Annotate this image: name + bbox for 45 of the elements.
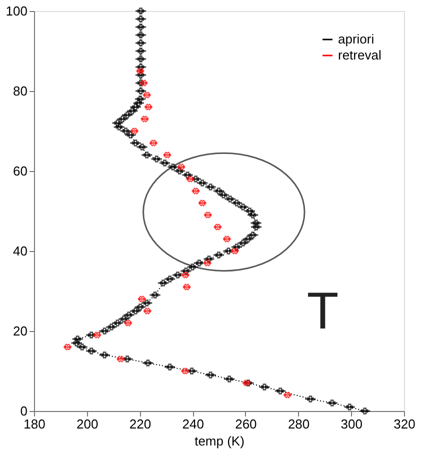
point [136, 68, 144, 74]
point [64, 344, 71, 350]
x-tick-label: 240 [182, 416, 204, 432]
y-tick-label: 20 [13, 324, 28, 338]
y-tick-label: 60 [13, 164, 28, 178]
x-tick-label: 260 [235, 416, 257, 432]
point [164, 152, 171, 158]
point [186, 176, 194, 182]
point [178, 164, 185, 170]
point [131, 128, 138, 134]
x-tick-label: 220 [129, 416, 152, 432]
point [141, 116, 148, 122]
legend-label: apriori [338, 32, 374, 46]
point [182, 272, 189, 278]
annotation: T [306, 282, 339, 340]
x-tick-label: 280 [288, 416, 310, 432]
point [232, 248, 238, 254]
point [199, 200, 206, 206]
x-axis-title: temp (K) [194, 434, 244, 448]
point [94, 332, 100, 338]
point [145, 104, 152, 110]
point [144, 92, 150, 98]
point [144, 308, 151, 314]
point [117, 356, 124, 362]
y-tick-label: 40 [13, 244, 28, 258]
point [214, 224, 221, 230]
x-tick-label: 180 [24, 416, 46, 432]
point [284, 392, 291, 398]
point [182, 368, 188, 374]
point [192, 188, 200, 194]
point [224, 236, 230, 242]
point [140, 80, 147, 86]
y-tick-label: 100 [6, 4, 28, 18]
x-tick-label: 320 [394, 416, 416, 432]
y-tick-label: 0 [20, 404, 28, 418]
y-tick-label: 80 [13, 84, 28, 98]
point [124, 320, 132, 326]
legend-label: retreval [338, 48, 382, 62]
point [183, 284, 190, 290]
x-tick-label: 300 [340, 416, 362, 432]
point [150, 140, 157, 146]
point [138, 296, 146, 302]
point [204, 212, 212, 218]
x-tick-label: 200 [76, 416, 98, 432]
point [204, 260, 211, 266]
